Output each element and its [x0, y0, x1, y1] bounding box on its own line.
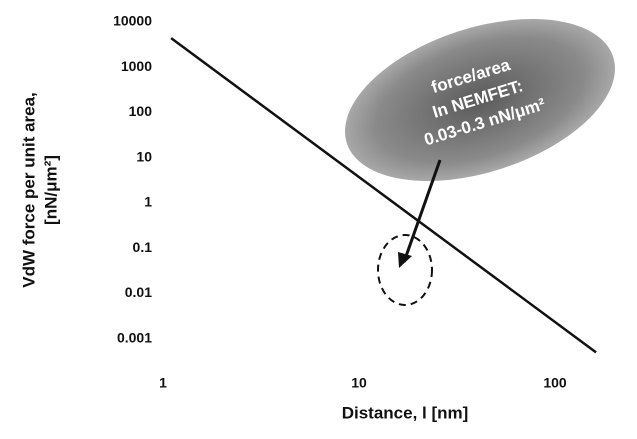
x-tick-label: 1 [159, 375, 167, 391]
chart: force/areaIn NEMFET:0.03-0.3 nN/μm² Dist… [0, 0, 637, 434]
y-tick-label: 0.1 [133, 239, 153, 255]
y-tick-label: 0.001 [117, 329, 152, 345]
y-tick-label: 10000 [113, 13, 152, 29]
y-axis-title-group: VdW force per unit area, [nN/μm²] [19, 92, 60, 288]
page: {"chart_data": { "type": "line", "x_labe… [0, 0, 637, 434]
y-tick-label: 10 [136, 148, 152, 164]
highlight-circle [378, 235, 432, 305]
y-tick-label: 1 [144, 194, 152, 210]
x-tick-label: 100 [543, 375, 567, 391]
y-axis-title: [nN/μm²] [41, 155, 60, 225]
y-tick-label: 100 [129, 103, 153, 119]
y-tick-label: 0.01 [125, 284, 152, 300]
y-axis-title: VdW force per unit area, [19, 92, 38, 288]
y-tick-label: 1000 [121, 58, 152, 74]
arrow-head [398, 252, 412, 268]
x-axis-title: Distance, l [nm] [342, 403, 469, 422]
x-tick-label: 10 [351, 375, 367, 391]
